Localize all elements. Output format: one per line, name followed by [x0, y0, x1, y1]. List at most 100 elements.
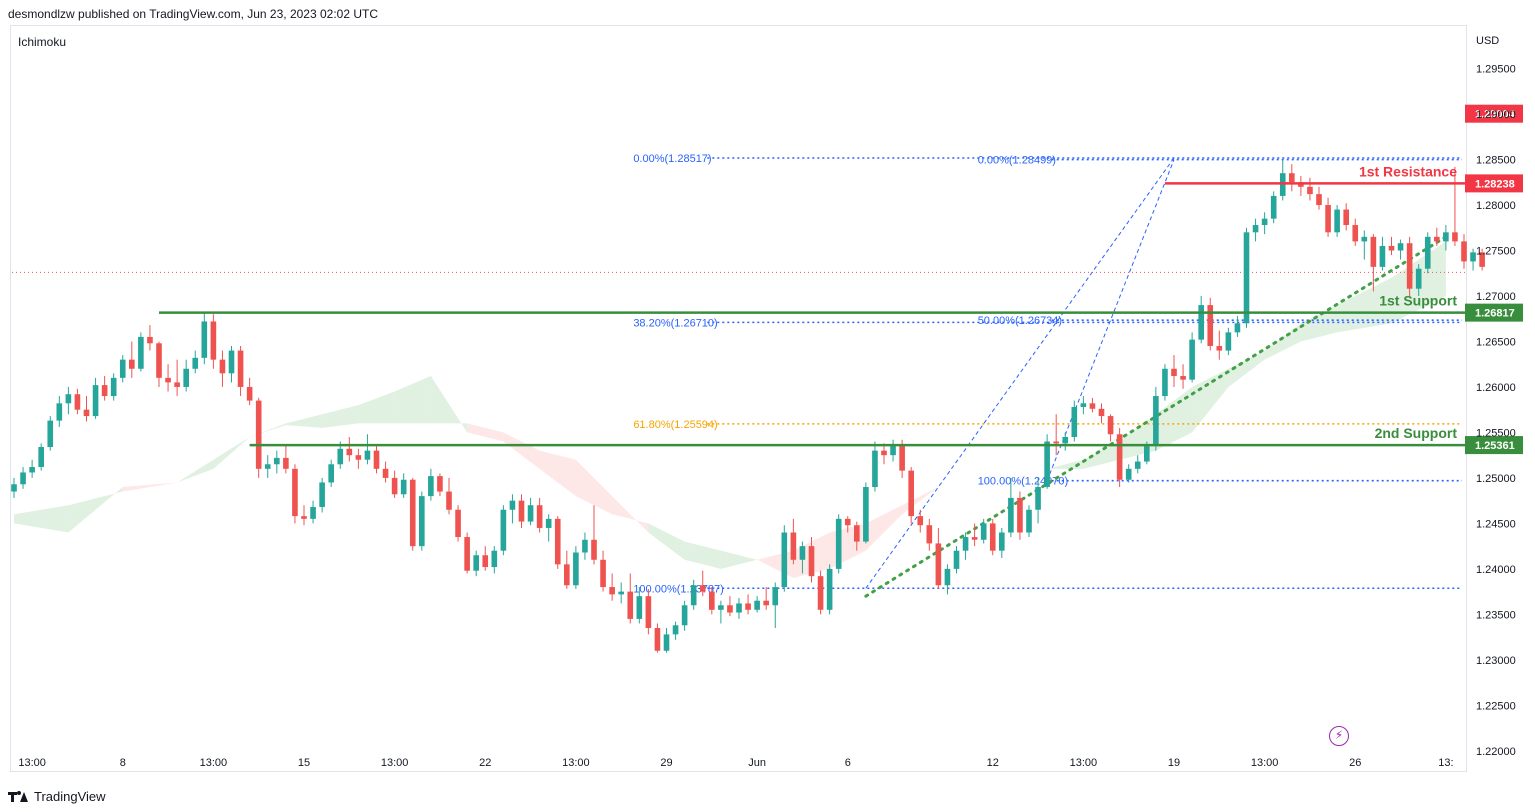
candle-body	[1225, 332, 1232, 351]
candle-body	[1234, 323, 1241, 333]
price-badge-text: 1.26817	[1475, 308, 1515, 320]
candle-body	[1415, 268, 1422, 289]
x-tick-label: 6	[845, 757, 851, 769]
candle-body	[609, 587, 615, 595]
cloud-segment	[503, 432, 540, 469]
candle-body	[663, 634, 670, 651]
y-tick-label: 1.24500	[1476, 518, 1516, 530]
y-tick-label: 1.27500	[1476, 246, 1516, 258]
candle-body	[419, 496, 425, 547]
y-tick-label: 1.25000	[1476, 473, 1516, 485]
cloud-segment	[1047, 459, 1084, 469]
x-tick-label: 8	[120, 757, 126, 769]
candle-body	[1089, 403, 1096, 409]
cloud-segment	[1010, 468, 1048, 471]
fib-level-label: 61.80%(1.25594)	[633, 419, 717, 431]
cloud-segment	[865, 505, 903, 551]
candle-body	[455, 509, 461, 538]
cloud-segment	[648, 523, 685, 560]
candle-body	[863, 487, 869, 542]
candle-body	[473, 555, 479, 571]
level-label: 1st Resistance	[1359, 163, 1457, 179]
candle-body	[147, 336, 153, 344]
level-label: 1st Support	[1379, 293, 1457, 309]
cloud-segment	[322, 405, 359, 428]
candle-body	[872, 450, 878, 488]
candle-body	[1198, 305, 1204, 340]
candle-body	[926, 525, 933, 544]
candle-body	[1361, 236, 1368, 242]
candle-body	[1098, 408, 1105, 417]
y-tick-label: 1.28500	[1476, 155, 1516, 167]
candle-body	[917, 516, 924, 526]
candle-body	[328, 464, 334, 483]
candle-body	[391, 477, 398, 495]
candle-body	[890, 446, 896, 456]
candle-body	[264, 464, 271, 469]
y-tick-label: 1.23500	[1476, 609, 1516, 621]
cloud-segment	[285, 414, 323, 428]
cloud-segment	[539, 450, 576, 497]
cloud-segment	[122, 482, 178, 492]
cloud-segment	[358, 391, 395, 424]
candle-body	[409, 479, 416, 547]
candle-body	[899, 446, 905, 471]
candle-body	[464, 537, 470, 571]
price-badge	[1465, 436, 1523, 455]
candle-body	[274, 457, 280, 465]
fib-retracement: 0.00%(1.28517) 38.20%(1.26710) 61.80%(1.25…	[633, 153, 1462, 595]
cloud-segment	[1192, 368, 1229, 433]
cloud-segment	[1300, 305, 1338, 342]
candle-body	[718, 605, 724, 610]
candle-body	[228, 350, 235, 374]
candle-body	[1270, 195, 1277, 219]
candle-body	[1343, 209, 1349, 226]
candle-body	[1053, 441, 1059, 444]
candle-body	[29, 467, 35, 473]
cloud-segment	[575, 459, 613, 515]
cloud-segment	[14, 505, 69, 533]
candle-body	[355, 455, 362, 460]
candle-body	[690, 585, 697, 606]
candle-body	[881, 450, 887, 456]
x-tick-label: 13:00	[1070, 757, 1098, 769]
candle-body	[382, 468, 389, 478]
lightning-icon[interactable]: ⚡	[1329, 726, 1349, 746]
candle-body	[681, 605, 688, 626]
ichimoku-cloud	[14, 241, 1446, 578]
candle-body	[301, 516, 307, 519]
candle-body	[699, 585, 706, 592]
candle-body	[38, 446, 44, 467]
candle-body	[319, 482, 325, 508]
candle-body	[1316, 194, 1322, 206]
candle-body	[1189, 339, 1195, 380]
candle-body	[1207, 305, 1214, 347]
candle-body	[1352, 225, 1359, 242]
x-tick-label: 13:00	[1251, 757, 1279, 769]
x-tick-label: 13:00	[381, 757, 409, 769]
candle-body	[817, 576, 824, 610]
candle-body	[854, 525, 860, 542]
candle-body	[65, 394, 72, 404]
trend-line	[864, 235, 1448, 598]
candle-body	[174, 382, 180, 387]
candle-body	[600, 559, 606, 588]
candle-body	[672, 625, 679, 635]
candle-body	[636, 596, 643, 619]
x-tick-label: 13:	[1438, 757, 1453, 769]
cloud-segment	[1228, 350, 1265, 387]
candle-body	[491, 550, 498, 568]
candle-body	[1062, 436, 1069, 444]
fib-level-label: 100.00%(1.24970)	[978, 476, 1069, 488]
candle-body	[573, 552, 579, 586]
cloud-segment	[1264, 323, 1301, 360]
fib-level-label: 0.00%(1.28499)	[978, 155, 1056, 167]
y-tick-label: 1.26000	[1476, 382, 1516, 394]
cloud-segment	[213, 436, 250, 469]
candle-body	[437, 476, 443, 492]
candle-body	[1334, 209, 1340, 233]
candle-body	[101, 385, 108, 397]
y-tick-label: 1.23000	[1476, 655, 1516, 667]
